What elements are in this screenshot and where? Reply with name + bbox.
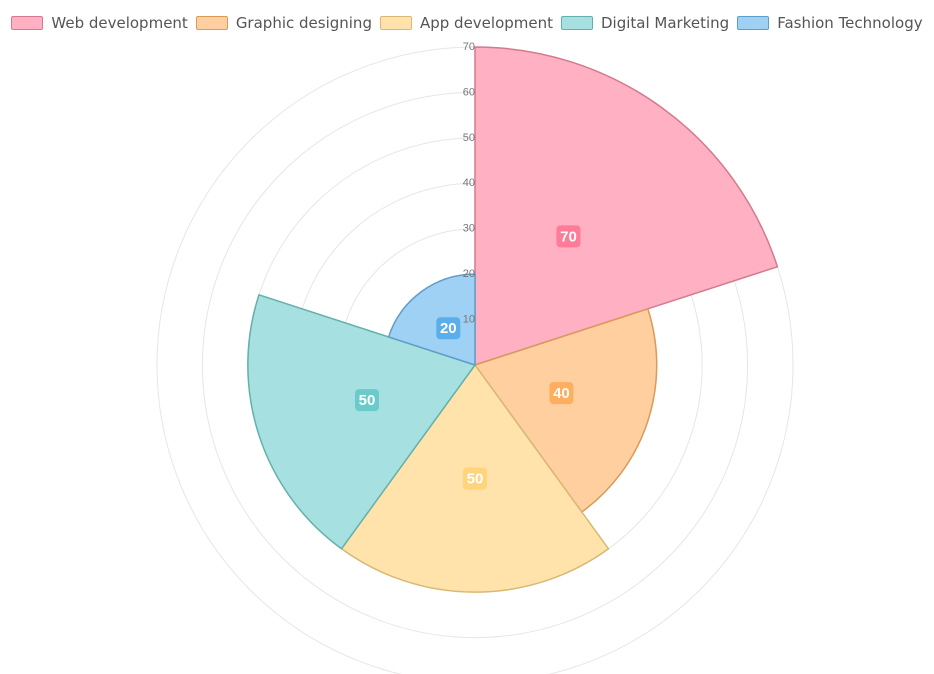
legend-item[interactable]: Digital Marketing — [561, 14, 729, 32]
data-label-background — [463, 467, 487, 490]
legend-item[interactable]: Graphic designing — [195, 14, 372, 32]
legend-label: Fashion Technology — [777, 14, 923, 32]
data-label: 40 — [549, 382, 574, 405]
data-label: 50 — [354, 389, 379, 412]
data-label-text: 70 — [560, 228, 577, 245]
data-label-background — [549, 382, 574, 405]
chart-legend: Web development Graphic designing App deve… — [0, 12, 934, 34]
polar-slice[interactable] — [387, 273, 476, 366]
tick-label: 10 — [463, 313, 475, 325]
data-label-text: 50 — [467, 471, 484, 488]
tick-labels: 10 20 30 40 50 60 70 — [463, 41, 475, 326]
tick-label: 50 — [463, 132, 475, 144]
legend-item[interactable]: App development — [379, 14, 553, 32]
data-label-background — [436, 317, 461, 340]
tick-label: 40 — [463, 177, 475, 189]
tick-label: 30 — [463, 223, 475, 235]
data-label: 50 — [463, 467, 487, 490]
legend-swatch — [11, 16, 44, 30]
legend-swatch — [195, 16, 228, 30]
polar-slice[interactable] — [247, 294, 476, 550]
data-labels: 70 40 50 50 20 — [354, 225, 581, 490]
data-label-background — [556, 225, 581, 248]
data-label-text: 20 — [440, 320, 457, 337]
legend-label: Graphic designing — [235, 14, 372, 32]
polar-slice[interactable] — [474, 308, 658, 513]
polar-slice[interactable] — [474, 46, 779, 366]
legend-label: App development — [419, 14, 553, 32]
legend-item[interactable]: Fashion Technology — [737, 14, 923, 32]
legend-swatch — [561, 16, 593, 30]
data-label-text: 40 — [553, 385, 570, 402]
legend-item[interactable]: Web development — [11, 14, 188, 32]
legend-swatch — [737, 16, 770, 30]
tick-label: 70 — [463, 41, 475, 53]
data-label-background — [354, 389, 379, 412]
legend-swatch — [379, 16, 412, 30]
data-label-text: 50 — [359, 392, 376, 409]
tick-label: 20 — [463, 268, 475, 280]
legend-label: Digital Marketing — [601, 14, 730, 32]
tick-label: 60 — [463, 86, 475, 98]
data-label: 70 — [556, 225, 581, 248]
legend-label: Web development — [51, 14, 188, 32]
data-label: 20 — [436, 317, 461, 340]
